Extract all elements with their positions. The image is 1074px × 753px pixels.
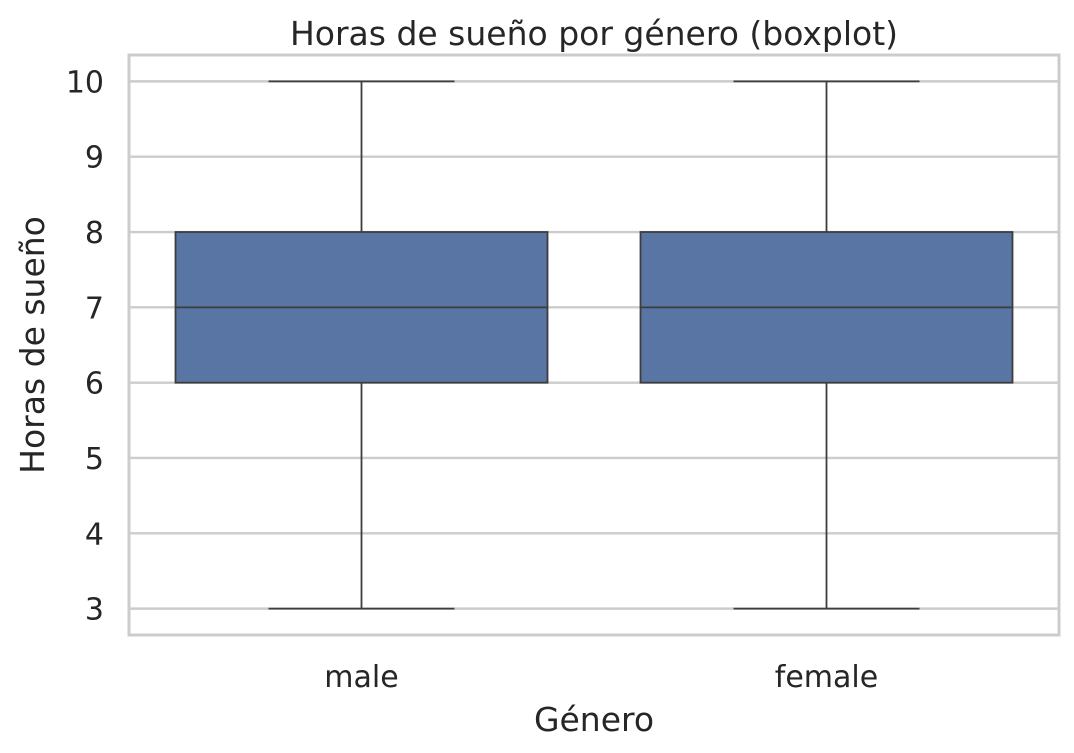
x-tick-labels: male female — [324, 660, 878, 695]
y-tick-label: 9 — [85, 141, 104, 176]
chart-title: Horas de sueño por género (boxplot) — [290, 14, 898, 53]
y-tick-label: 10 — [66, 65, 104, 100]
box-female — [639, 80, 1014, 610]
x-tick-label: female — [775, 660, 878, 695]
y-axis-label: Horas de sueño — [13, 216, 52, 474]
y-tick-label: 6 — [85, 367, 104, 402]
y-tick-label: 3 — [85, 593, 104, 628]
y-tick-label: 7 — [85, 291, 104, 326]
x-axis-label: Género — [534, 700, 654, 739]
y-tick-label: 8 — [85, 216, 104, 251]
y-tick-label: 4 — [85, 517, 104, 552]
y-tick-label: 5 — [85, 442, 104, 477]
box-male — [174, 80, 549, 610]
x-tick-label: male — [324, 660, 398, 695]
y-tick-labels: 3 4 5 6 7 8 9 10 — [66, 65, 104, 627]
box-layer — [174, 80, 1014, 610]
plot-frame — [127, 53, 1061, 637]
